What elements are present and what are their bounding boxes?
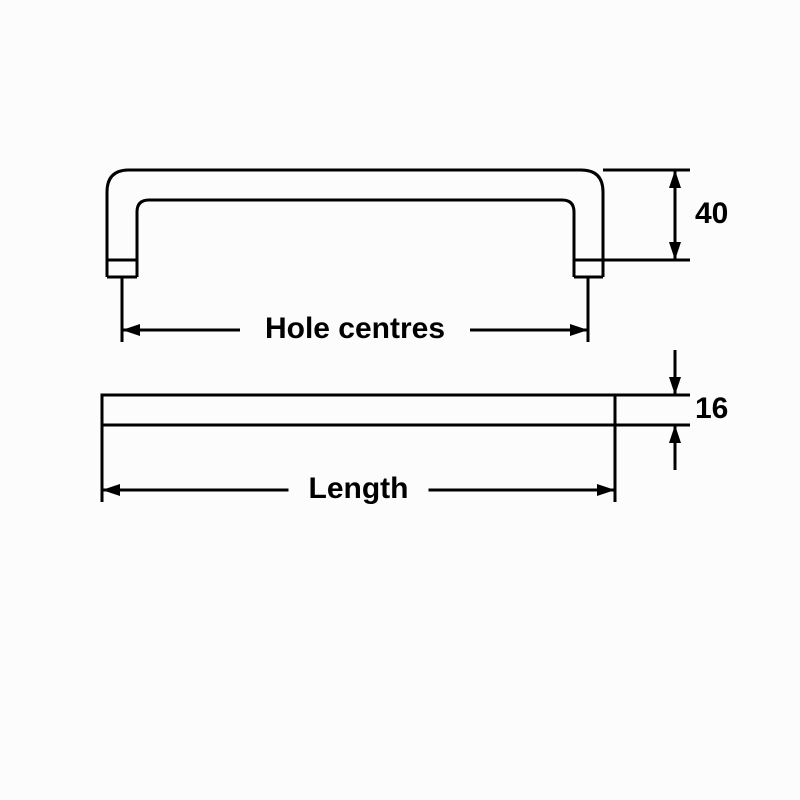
dim-16-value: 16 — [695, 392, 728, 425]
handle-top-view — [102, 395, 615, 425]
dim-hole-centres-label: Hole centres — [265, 312, 445, 345]
dim-length-label: Length — [309, 472, 409, 505]
technical-drawing: 40 Hole centres 16 Length — [0, 0, 800, 800]
handle-inner-profile — [137, 200, 574, 277]
handle-outer-profile — [107, 170, 603, 277]
dim-40-value: 40 — [695, 197, 728, 230]
drawing-layer: 40 Hole centres 16 Length — [102, 170, 728, 510]
